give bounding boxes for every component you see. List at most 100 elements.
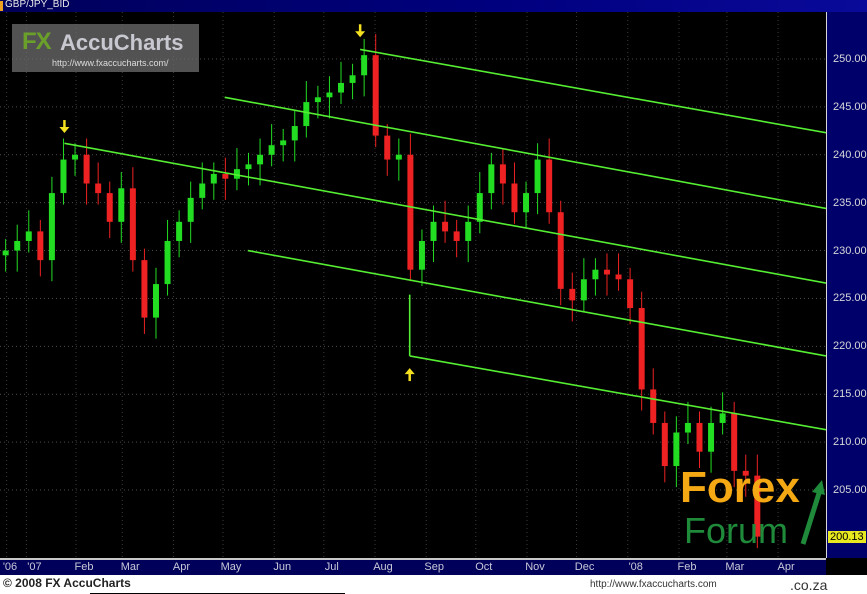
x-tick-label: Apr (172, 561, 191, 573)
fxaccucharts-logo: FX AccuCharts http://www.fxaccucharts.co… (12, 24, 199, 72)
y-tick-label: 230.00 (833, 244, 867, 257)
candle-up (268, 145, 275, 155)
candle-up (25, 231, 32, 241)
candle-down (754, 475, 761, 537)
x-tick-label: Mar (120, 561, 140, 573)
price-axis[interactable]: 250.00 245.00 240.00 235.00 230.00 225.00 220.… (826, 12, 867, 558)
candle-down (83, 154, 90, 184)
candle-up (152, 284, 159, 318)
candle-down (627, 279, 634, 309)
candle-up (465, 221, 472, 241)
candle-down (569, 288, 576, 301)
y-tick-label: 240.00 (833, 148, 867, 161)
candle-down (141, 260, 148, 318)
symbol-title: GBP/JPY_BID (5, 0, 70, 10)
x-tick-label: Oct (475, 561, 493, 573)
candle-up (303, 102, 310, 127)
time-axis[interactable]: '06 '07 Feb Mar Apr May Jun Jul Aug Sep Oct Nov Dec '… (0, 558, 826, 575)
candle-up (488, 164, 495, 194)
y-tick-label: 235.00 (833, 196, 867, 209)
x-tick-label: Apr (777, 561, 795, 573)
channel-line (359, 48, 826, 134)
candle-down (615, 274, 622, 280)
x-tick-label: Feb (677, 561, 697, 573)
candle-up (418, 240, 425, 270)
candle-down (407, 154, 414, 270)
title-bar: GBP/JPY_BID (0, 0, 867, 12)
watermark-forex: Forex (680, 463, 800, 512)
candle-down (603, 269, 610, 275)
candle-up (476, 193, 483, 222)
candle-up (2, 250, 9, 256)
watermark-arrow-icon (800, 480, 825, 545)
x-tick-label: '08 (628, 561, 643, 573)
x-tick-label: Jul (324, 561, 339, 573)
candle-up (534, 159, 541, 194)
candle-up (176, 221, 183, 241)
candle-up (314, 97, 321, 103)
channel-line (247, 249, 826, 357)
x-tick-label: '07 (27, 561, 42, 573)
candle-down (742, 470, 749, 476)
x-tick-label: Aug (373, 561, 393, 573)
candle-down (696, 422, 703, 452)
x-tick-label: Feb (74, 561, 94, 573)
x-tick-label: Nov (525, 561, 545, 573)
candle-up (14, 240, 21, 251)
candle-up (118, 188, 125, 222)
y-tick-label: 210.00 (833, 436, 867, 449)
candle-up (430, 221, 437, 241)
candle-down (511, 183, 518, 213)
candle-up (349, 75, 356, 83)
candle-down (731, 413, 738, 471)
candle-up (291, 126, 298, 141)
logo-url: http://www.fxaccucharts.com/ (52, 58, 169, 68)
x-tick-label: Mar (725, 561, 745, 573)
y-tick-label: 220.00 (833, 340, 867, 353)
candle-down (37, 231, 44, 261)
x-tick-label: Jun (273, 561, 292, 573)
arrow-down-icon (355, 24, 366, 38)
candle-up (60, 159, 67, 194)
candle-down (106, 193, 113, 222)
candle-up (233, 169, 240, 179)
candle-down (661, 422, 668, 467)
candle-up (708, 422, 715, 452)
candle-up (187, 197, 194, 222)
y-tick-label: 250.00 (833, 53, 867, 65)
y-tick-label: 205.00 (833, 484, 867, 496)
watermark-domain: .co.za (790, 577, 828, 593)
candle-up (395, 154, 402, 160)
candle-up (326, 92, 333, 98)
candle-up (684, 422, 691, 433)
candle-up (719, 413, 726, 423)
candle-down (499, 164, 506, 184)
candle-down (650, 389, 657, 423)
x-tick-label: Sep (424, 561, 444, 573)
candle-up (48, 193, 55, 261)
last-price-label: 200.13 (828, 530, 866, 543)
y-tick-label: 245.00 (833, 100, 867, 113)
candle-up (199, 183, 206, 198)
candle-up (361, 55, 368, 76)
candle-up (164, 240, 171, 285)
x-tick-label: Dec (574, 561, 595, 573)
watermark-url: http://www.fxaccucharts.com (590, 579, 717, 590)
candle-down (453, 231, 460, 241)
y-tick-label: 225.00 (833, 292, 867, 305)
candle-up (257, 154, 264, 165)
price-chart[interactable] (0, 0, 826, 558)
candle-up (338, 82, 345, 93)
candle-up (673, 432, 680, 467)
channel-line (224, 96, 826, 210)
x-tick-label: '06 (2, 561, 18, 573)
candle-down (638, 308, 645, 390)
x-tick-label: May (220, 561, 242, 573)
candle-down (546, 159, 553, 213)
candle-up (72, 154, 79, 160)
candle-up (580, 279, 587, 301)
candle-up (210, 173, 217, 184)
logo-fx: FX (22, 28, 52, 55)
candle-up (523, 193, 530, 213)
